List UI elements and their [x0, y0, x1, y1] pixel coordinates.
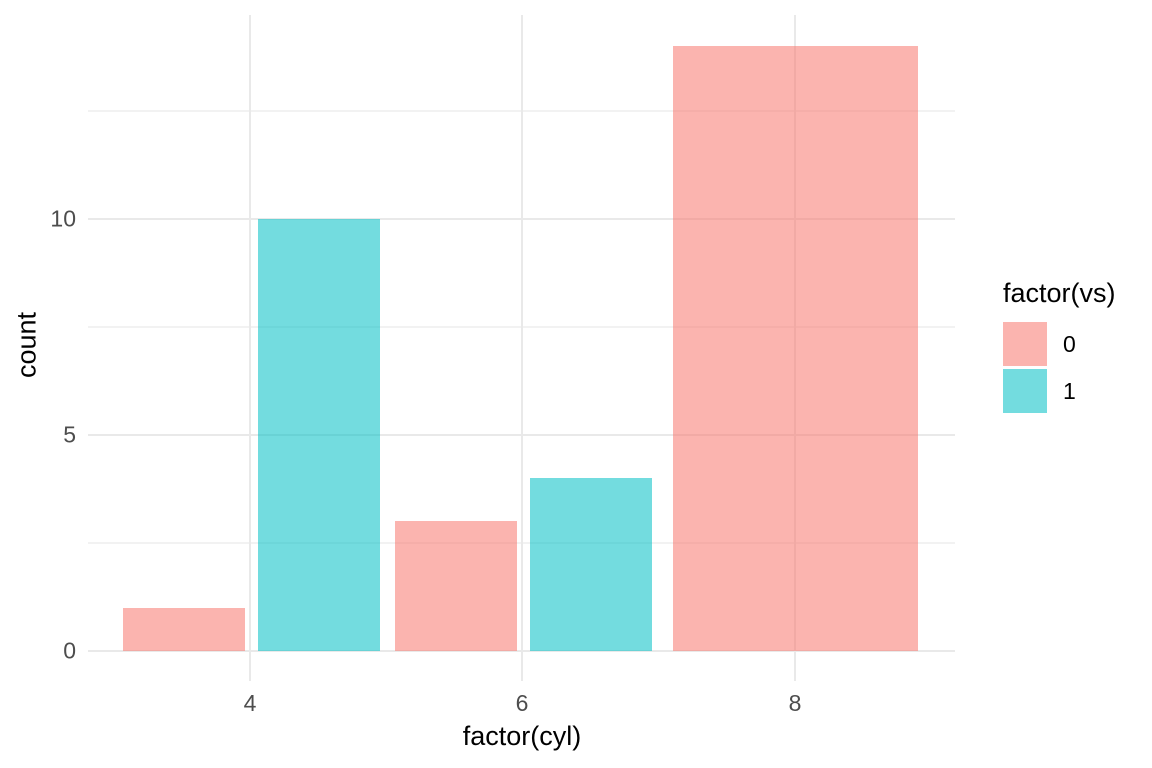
gridline-major-vertical — [521, 15, 523, 681]
bar-cyl4-vs0 — [123, 607, 245, 651]
bar-cyl6-vs0 — [395, 521, 517, 651]
legend-label-0: 0 — [1063, 330, 1076, 357]
y-tick-label-0: 0 — [63, 637, 76, 664]
legend-label-1: 1 — [1063, 377, 1076, 404]
bar-cyl4-vs1 — [258, 219, 380, 651]
y-tick-label-5: 5 — [63, 421, 76, 448]
gridline-major-vertical — [249, 15, 251, 681]
y-tick-label-10: 10 — [50, 205, 76, 232]
plot-panel — [88, 15, 955, 681]
x-tick-label-4: 4 — [243, 690, 257, 716]
x-tick-label-6: 6 — [515, 690, 529, 716]
x-tick-label-8: 8 — [788, 690, 802, 716]
y-axis-title: count — [11, 311, 42, 379]
legend-entry-1: 1 — [1003, 369, 1116, 414]
legend-swatch-0 — [1003, 322, 1047, 367]
bar-cyl8-vs0 — [673, 46, 918, 651]
legend-entry-0: 0 — [1003, 322, 1116, 367]
legend-title: factor(vs) — [1003, 278, 1116, 308]
bar-cyl6-vs1 — [530, 478, 652, 651]
x-axis-title: factor(cyl) — [462, 721, 582, 751]
legend-swatch-1 — [1003, 369, 1047, 414]
